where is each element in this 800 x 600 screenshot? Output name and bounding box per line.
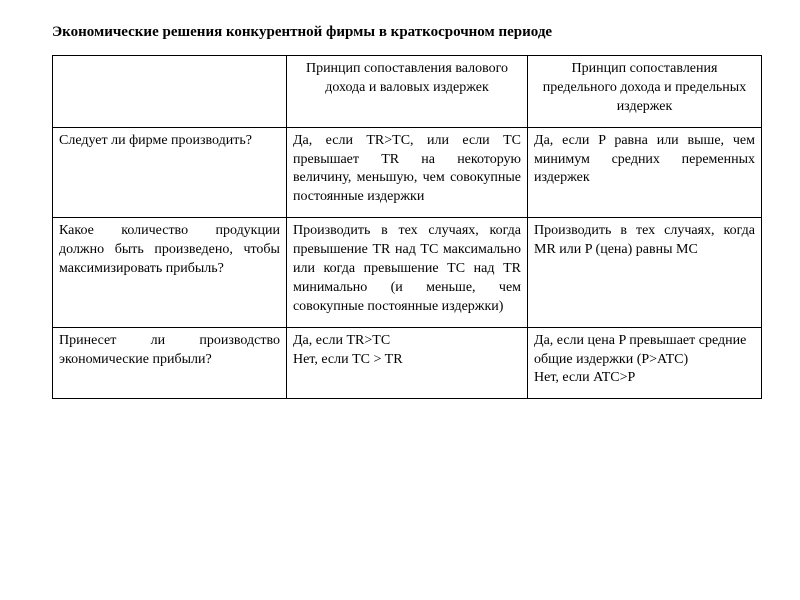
row-answer-col3: Да, если P равна или выше, чем минимум с… — [528, 127, 762, 218]
row-answer-col3: Производить в тех случаях, когда MR или … — [528, 218, 762, 327]
row-question: Какое количество продукции должно быть п… — [53, 218, 287, 327]
table-row: Принесет ли производство экономические п… — [53, 327, 762, 399]
decision-table: Принцип сопоставления валового дохода и … — [52, 55, 762, 399]
row-answer-col2: Да, если TR>TCНет, если TC > TR — [286, 327, 527, 399]
header-col3: Принцип сопоставления предельного дохода… — [528, 56, 762, 128]
row-question: Следует ли фирме производить? — [53, 127, 287, 218]
table-header-row: Принцип сопоставления валового дохода и … — [53, 56, 762, 128]
table-row: Какое количество продукции должно быть п… — [53, 218, 762, 327]
row-answer-col3: Да, если цена P превышает средние общие … — [528, 327, 762, 399]
table-row: Следует ли фирме производить? Да, если T… — [53, 127, 762, 218]
header-col2: Принцип сопоставления валового дохода и … — [286, 56, 527, 128]
header-blank — [53, 56, 287, 128]
row-question: Принесет ли производство экономические п… — [53, 327, 287, 399]
row-answer-col2: Да, если TR>TC, или если TC превышает TR… — [286, 127, 527, 218]
page-title: Экономические решения конкурентной фирмы… — [52, 24, 762, 41]
row-answer-col2: Производить в тех случаях, когда превыше… — [286, 218, 527, 327]
